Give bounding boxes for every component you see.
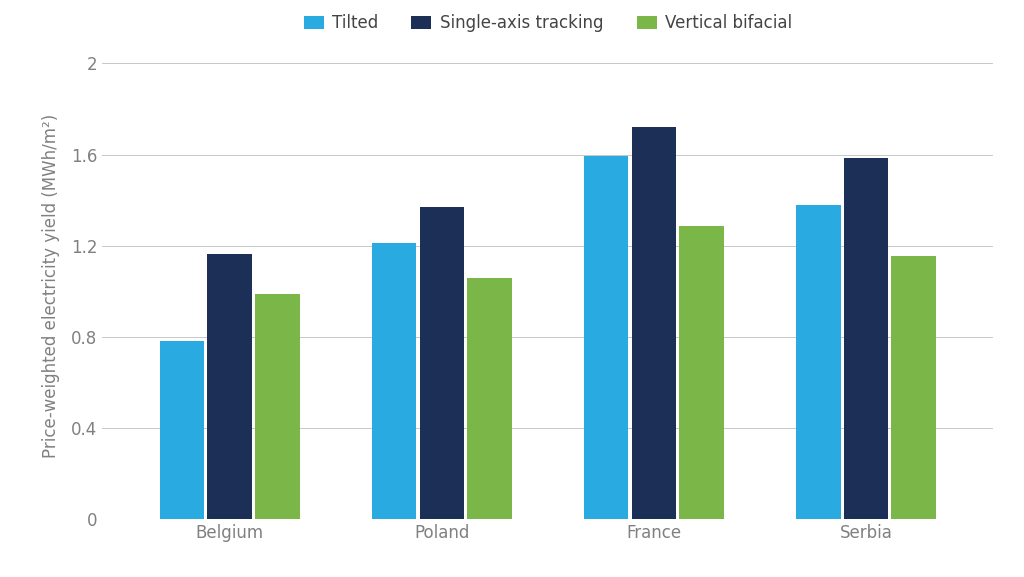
Bar [844, 158, 888, 519]
Bar [255, 294, 300, 519]
Bar [679, 226, 724, 519]
Bar [372, 243, 417, 519]
Bar [160, 342, 204, 519]
Y-axis label: Price-weighted electricity yield (MWh/m²): Price-weighted electricity yield (MWh/m²… [42, 114, 60, 458]
Bar [796, 205, 841, 519]
Legend: Tilted, Single-axis tracking, Vertical bifacial: Tilted, Single-axis tracking, Vertical b… [297, 8, 799, 39]
Bar [584, 156, 629, 519]
Bar [208, 254, 252, 519]
Bar [420, 207, 464, 519]
Bar [467, 278, 512, 519]
Bar [892, 256, 936, 519]
Bar [632, 127, 676, 519]
